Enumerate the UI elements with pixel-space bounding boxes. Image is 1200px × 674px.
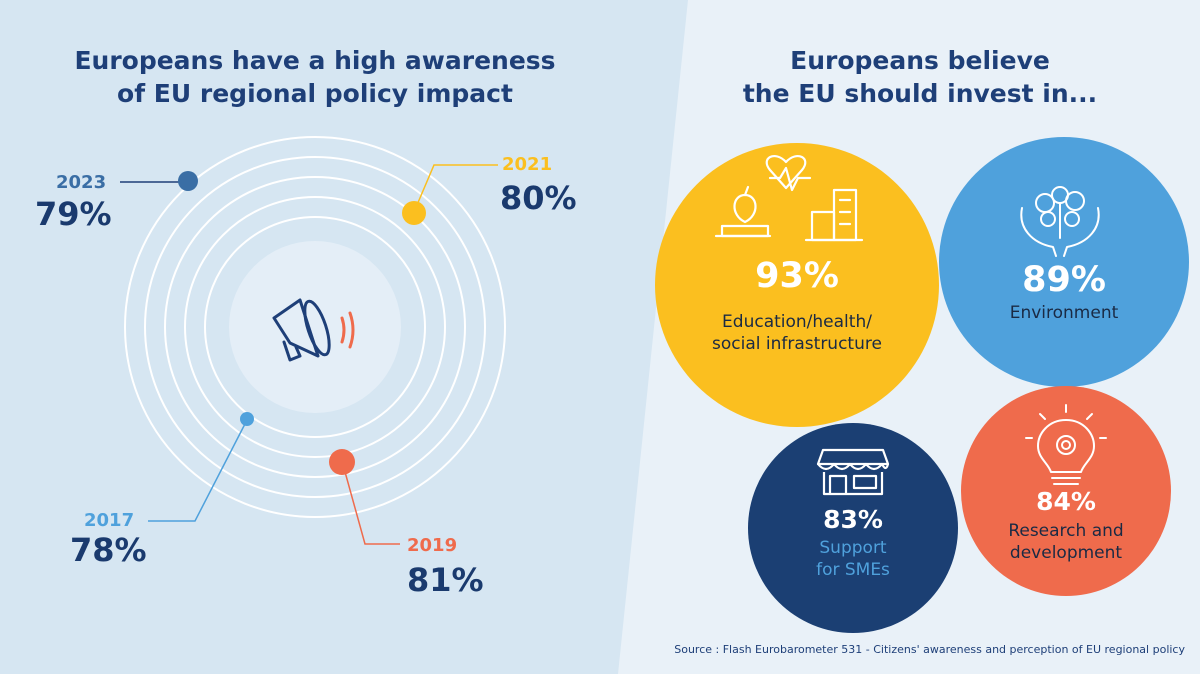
smes-label: Support for SMEs <box>816 538 890 580</box>
lightbulb-gear-icon <box>1025 404 1107 485</box>
education-value: 93% <box>755 256 839 296</box>
environment-value: 89% <box>1022 260 1106 300</box>
marker-layer <box>178 171 426 475</box>
awareness-title: Europeans have a high awareness of EU reg… <box>74 46 556 108</box>
smes-value: 83% <box>823 505 883 534</box>
year-2017: 2017 <box>84 510 135 531</box>
marker-2023 <box>178 171 198 191</box>
source-note: Source : Flash Eurobarometer 531 - Citiz… <box>674 643 1185 656</box>
education-health-icon <box>714 154 864 242</box>
year-2023: 2023 <box>56 172 107 193</box>
center-disc <box>229 241 401 413</box>
year-2019: 2019 <box>407 535 458 556</box>
sound-waves <box>340 311 355 349</box>
bubble-education <box>655 143 939 427</box>
value-2023: 79% <box>35 195 112 233</box>
megaphone-icon <box>272 298 331 362</box>
year-2021: 2021 <box>502 154 553 175</box>
marker-2021 <box>402 201 426 225</box>
bubble-environment <box>939 137 1189 387</box>
bubble-research <box>961 386 1171 596</box>
research-label: Research and development <box>1008 521 1124 563</box>
storefront-icon <box>816 448 890 496</box>
education-label: Education/health/social infrastructure <box>712 312 882 354</box>
value-2021: 80% <box>500 179 577 217</box>
value-2017: 78% <box>70 531 147 569</box>
research-value: 84% <box>1036 487 1096 516</box>
environment-hands-icon <box>1020 186 1100 257</box>
investment-title: Europeans believe the EU should invest in… <box>742 46 1098 108</box>
leader-lines <box>120 164 498 545</box>
environment-label: Environment <box>1009 303 1119 323</box>
marker-2019 <box>329 449 355 475</box>
value-2019: 81% <box>407 561 484 599</box>
marker-2017 <box>240 412 254 426</box>
orbit-rings <box>124 136 506 518</box>
bubble-smes <box>748 423 958 633</box>
